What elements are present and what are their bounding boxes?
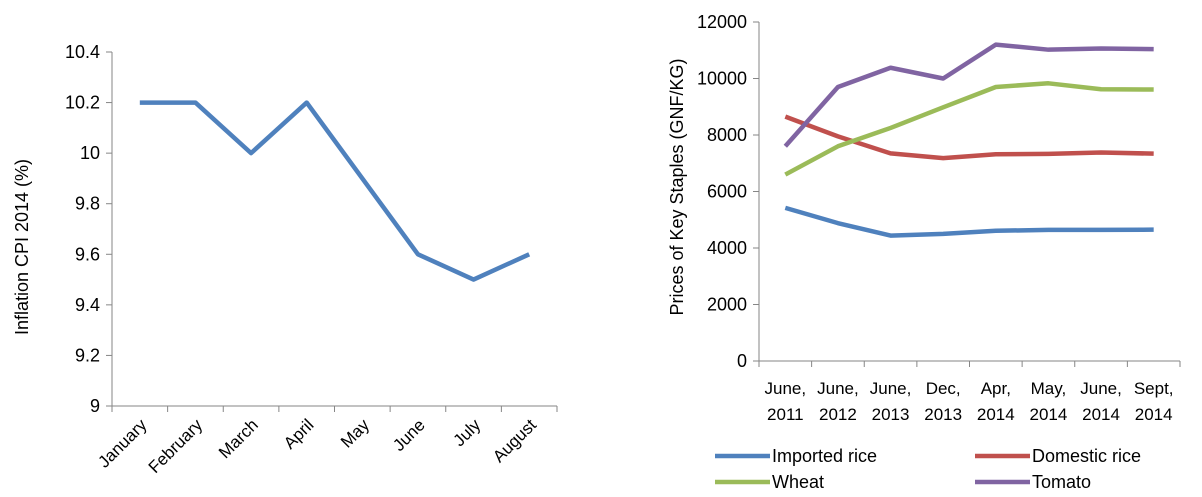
series-line-domestic-rice bbox=[784, 114, 1154, 161]
y-tick-label: 10.4 bbox=[65, 42, 100, 62]
x-tick-label: June, bbox=[1080, 379, 1122, 398]
legend-item-wheat: Wheat bbox=[715, 472, 824, 492]
y-tick-label: 9.4 bbox=[75, 295, 100, 315]
legend-label: Imported rice bbox=[772, 446, 877, 466]
x-tick-label: 2011 bbox=[767, 405, 804, 424]
series-line-tomato bbox=[783, 42, 1154, 148]
x-tick-label: June, bbox=[765, 379, 807, 398]
x-tick-label: 2013 bbox=[872, 405, 910, 424]
y-tick-label: 9.8 bbox=[75, 194, 100, 214]
x-tick-label: July bbox=[450, 415, 485, 450]
staples-price-chart: 0 2000 4000 6000 8000 10000 12000 June, 2011 June… bbox=[667, 12, 1181, 424]
y-tick-label: 12000 bbox=[697, 12, 747, 32]
x-tick-label: Sept, bbox=[1134, 379, 1174, 398]
x-tick-label: May bbox=[337, 415, 373, 451]
x-tick-label: June, bbox=[817, 379, 859, 398]
y-tick-label: 9.6 bbox=[75, 244, 100, 264]
y-tick-label: 0 bbox=[737, 351, 747, 371]
y-tick-label: 10 bbox=[80, 143, 100, 163]
x-tick-label: Apr, bbox=[981, 379, 1011, 398]
x-tick-label: June, bbox=[870, 379, 912, 398]
x-tick-label: 2014 bbox=[1030, 405, 1068, 424]
y-tick-label: 8000 bbox=[707, 125, 747, 145]
x-tick-label: 2014 bbox=[1082, 405, 1120, 424]
y-tick-label: 9.2 bbox=[75, 345, 100, 365]
x-tick-label: August bbox=[489, 415, 540, 466]
x-tick-label: June bbox=[389, 415, 429, 455]
x-tick-label: Dec, bbox=[926, 379, 961, 398]
legend-label: Domestic rice bbox=[1032, 446, 1141, 466]
y-tick-label: 10.2 bbox=[65, 93, 100, 113]
series-line-wheat bbox=[784, 81, 1154, 177]
series-line-inflation bbox=[139, 100, 531, 282]
x-tick-label: February bbox=[145, 415, 207, 477]
x-tick-label: 2013 bbox=[924, 405, 962, 424]
legend-label: Wheat bbox=[772, 472, 824, 492]
y-tick-label: 4000 bbox=[707, 238, 747, 258]
x-tick-label: 2014 bbox=[1135, 405, 1173, 424]
legend-label: Tomato bbox=[1032, 472, 1091, 492]
legend-item-imported-rice: Imported rice bbox=[715, 446, 877, 466]
legend-item-domestic-rice: Domestic rice bbox=[975, 446, 1141, 466]
x-tick-label: March bbox=[215, 415, 262, 462]
x-tick-label: January bbox=[94, 415, 151, 472]
x-tick-label: May, bbox=[1031, 379, 1067, 398]
y-tick-label: 6000 bbox=[707, 182, 747, 202]
legend-item-tomato: Tomato bbox=[975, 472, 1091, 492]
y-tick-label: 9 bbox=[90, 396, 100, 416]
series-line-imported-rice bbox=[784, 205, 1154, 238]
y-tick-label: 10000 bbox=[697, 69, 747, 89]
x-tick-label: 2012 bbox=[819, 405, 857, 424]
x-tick-label: April bbox=[280, 415, 317, 452]
y-axis-title: Prices of Key Staples (GNF/KG) bbox=[667, 58, 687, 315]
x-tick-label: 2014 bbox=[977, 405, 1015, 424]
y-tick-label: 2000 bbox=[707, 295, 747, 315]
y-axis-title: Inflation CPI 2014 (%) bbox=[12, 159, 32, 335]
chart-legend: Imported rice Domestic rice Wheat Tomato bbox=[715, 446, 1141, 492]
